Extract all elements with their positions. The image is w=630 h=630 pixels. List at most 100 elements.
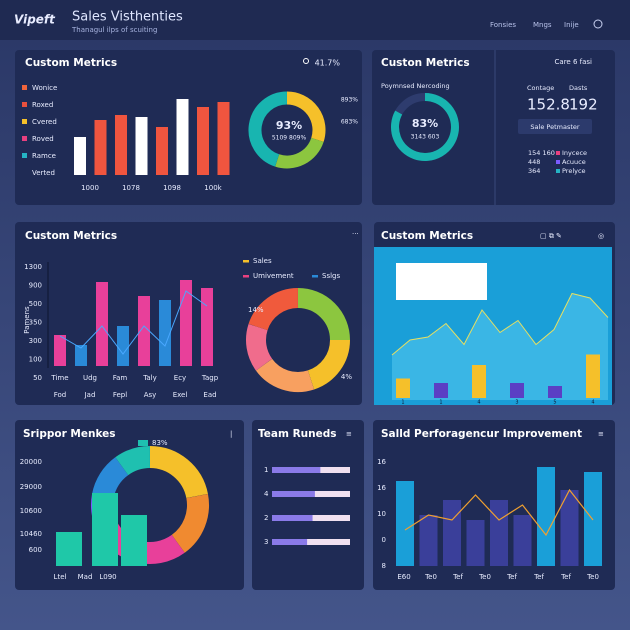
bar [138,296,150,366]
donut-segment [115,446,151,476]
x-tick-label: 1 [401,400,404,406]
badge: Care 6 fasi [555,58,593,66]
panel-title: Custom Metrics [381,230,473,242]
bar [176,99,189,175]
toolbar-icons[interactable]: ▢ ⧉ ✎ [540,232,562,240]
x-tick-label: Fepl [113,391,127,399]
bar [510,383,524,398]
side-label: 683% [341,119,358,126]
row-label: 1 [264,466,268,474]
y-tick-label: 20000 [20,458,42,466]
bar [159,300,171,366]
y-tick-label: 0 [382,536,386,544]
x-tick-label: Jad [84,391,96,399]
menu-dots[interactable]: ··· [352,230,359,238]
x-tick-label: E60 [397,573,410,581]
panel-title: Custon Metrics [381,57,470,69]
nav-item[interactable]: Inije [564,21,579,29]
y-tick-label: 300 [29,337,42,345]
bar [56,532,82,566]
bar [548,386,562,398]
page-title: Sales Visthenties [72,10,183,25]
list-swatch [556,169,560,173]
bar [74,137,86,175]
nav-item[interactable]: Fonsies [490,21,516,29]
legend-swatch [22,102,27,107]
menu-icon[interactable]: | [230,430,232,438]
logo: Vipeft [14,13,56,27]
x-tick-label: Ecy [174,374,186,382]
x-tick-label: Tef [506,573,517,581]
legend-swatch [22,153,27,158]
x-tick-label: Te0 [478,573,491,581]
legend-label: Umivement [253,272,294,280]
panel-title: Srippor Menkes [23,428,116,440]
y-tick-label: 500 [29,300,42,308]
x-tick-label: 4 [477,400,480,406]
top-bar [0,0,630,40]
donut-segment [171,493,209,553]
y-tick-label: 16 [377,458,386,466]
bar [201,288,213,366]
nav-item[interactable]: Mngs [533,21,552,29]
x-tick-label: L090 [99,573,116,581]
x-tick-label: Tef [452,573,463,581]
donut-label: 4% [341,373,352,381]
menu-icon[interactable]: ◎ [598,232,604,240]
legend-swatch [22,136,27,141]
legend-label: Sales [253,257,272,265]
menu-icon[interactable]: ≡ [598,430,604,438]
row-label: 2 [264,514,268,522]
bar [117,326,129,366]
x-tick-label: Asy [144,391,157,399]
list-name: Inycece [562,149,587,157]
bar [584,472,602,566]
menu-icon[interactable]: ≡ [346,430,352,438]
x-tick-label: 1098 [163,184,181,192]
x-tick-label: 3 [515,400,518,406]
donut-label: 93% [276,119,302,132]
y-axis-label: Pamens [23,306,31,334]
donut-segment [248,91,288,167]
x-tick-label: Exel [173,391,188,399]
donut-segment [255,358,315,392]
legend-swatch [243,260,249,263]
legend-swatch [22,85,27,90]
donut-segment [246,323,273,371]
button[interactable] [518,119,592,134]
bar [466,520,485,566]
icon[interactable] [593,19,603,29]
legend-label: Roved [32,135,54,143]
panel-title: Custom Metrics [25,230,117,242]
badge-swatch [138,440,148,446]
y-tick-label: 16 [377,484,386,492]
list-name: Prelyce [562,167,586,175]
legend-label: Ramce [32,152,56,160]
gauge-arc [391,93,459,161]
bar [121,515,147,566]
x-tick-label: 1 [439,400,442,406]
bar [135,117,148,175]
y-tick-label: 1300 [24,263,42,271]
y-tick-label: 600 [29,546,42,554]
x-tick-label: Fam [113,374,128,382]
x-tick-label: Udg [83,374,97,382]
x-tick-label: Tagp [201,374,219,382]
x-tick-label: 4 [591,400,594,406]
bar [419,515,438,566]
y-tick-label: 10600 [20,507,42,515]
bar [537,467,555,566]
legend-swatch [312,275,318,278]
highlight-box [396,263,487,300]
gauge-sublabel: 3143 603 [411,134,440,141]
x-tick-label: Time [50,374,68,382]
row-label: 3 [264,538,268,546]
panel [372,50,615,205]
bar [96,282,108,366]
donut-segment [307,339,350,390]
bar [396,481,414,566]
bar [272,539,308,545]
legend-label: Wonice [32,84,57,92]
x-tick-label: 1078 [122,184,140,192]
bar [115,115,127,175]
